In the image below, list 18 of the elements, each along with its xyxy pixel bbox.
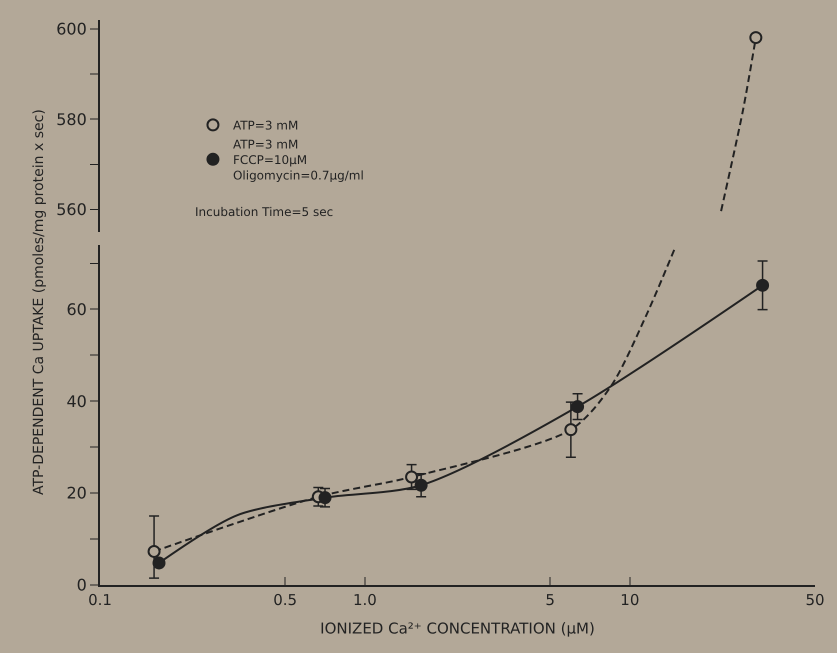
y-tick-label: 560 (56, 200, 87, 219)
x-tick-label: 10 (620, 591, 640, 609)
annotation: Incubation Time=5 sec (195, 205, 334, 219)
x-tick-label: 0.1 (88, 591, 112, 609)
y-tick-label: 0 (76, 576, 87, 595)
y-axis-title: ATP-DEPENDENT Ca UPTAKE (pmoles/mg protein x sec) (31, 109, 47, 495)
x-tick-label: 5 (545, 591, 555, 609)
y-tick-label: 60 (66, 300, 87, 319)
x-tick-label: 50 (805, 591, 825, 609)
y-tick-label: 580 (56, 110, 87, 129)
y-tick-label: 40 (66, 392, 87, 411)
y-tick-label: 20 (66, 484, 87, 503)
legend-label: ATP=3 mM (232, 118, 298, 133)
x-tick-label: 0.5 (273, 591, 298, 609)
x-axis-title: IONIZED Ca²⁺ CONCENTRATION (µM) (320, 620, 595, 638)
legend-label: ATP=3 mM FCCP=10µM Oligomycin=0.7µg/ml (232, 137, 364, 183)
y-tick-label: 600 (56, 20, 87, 39)
x-tick-label: 1.0 (352, 591, 377, 609)
